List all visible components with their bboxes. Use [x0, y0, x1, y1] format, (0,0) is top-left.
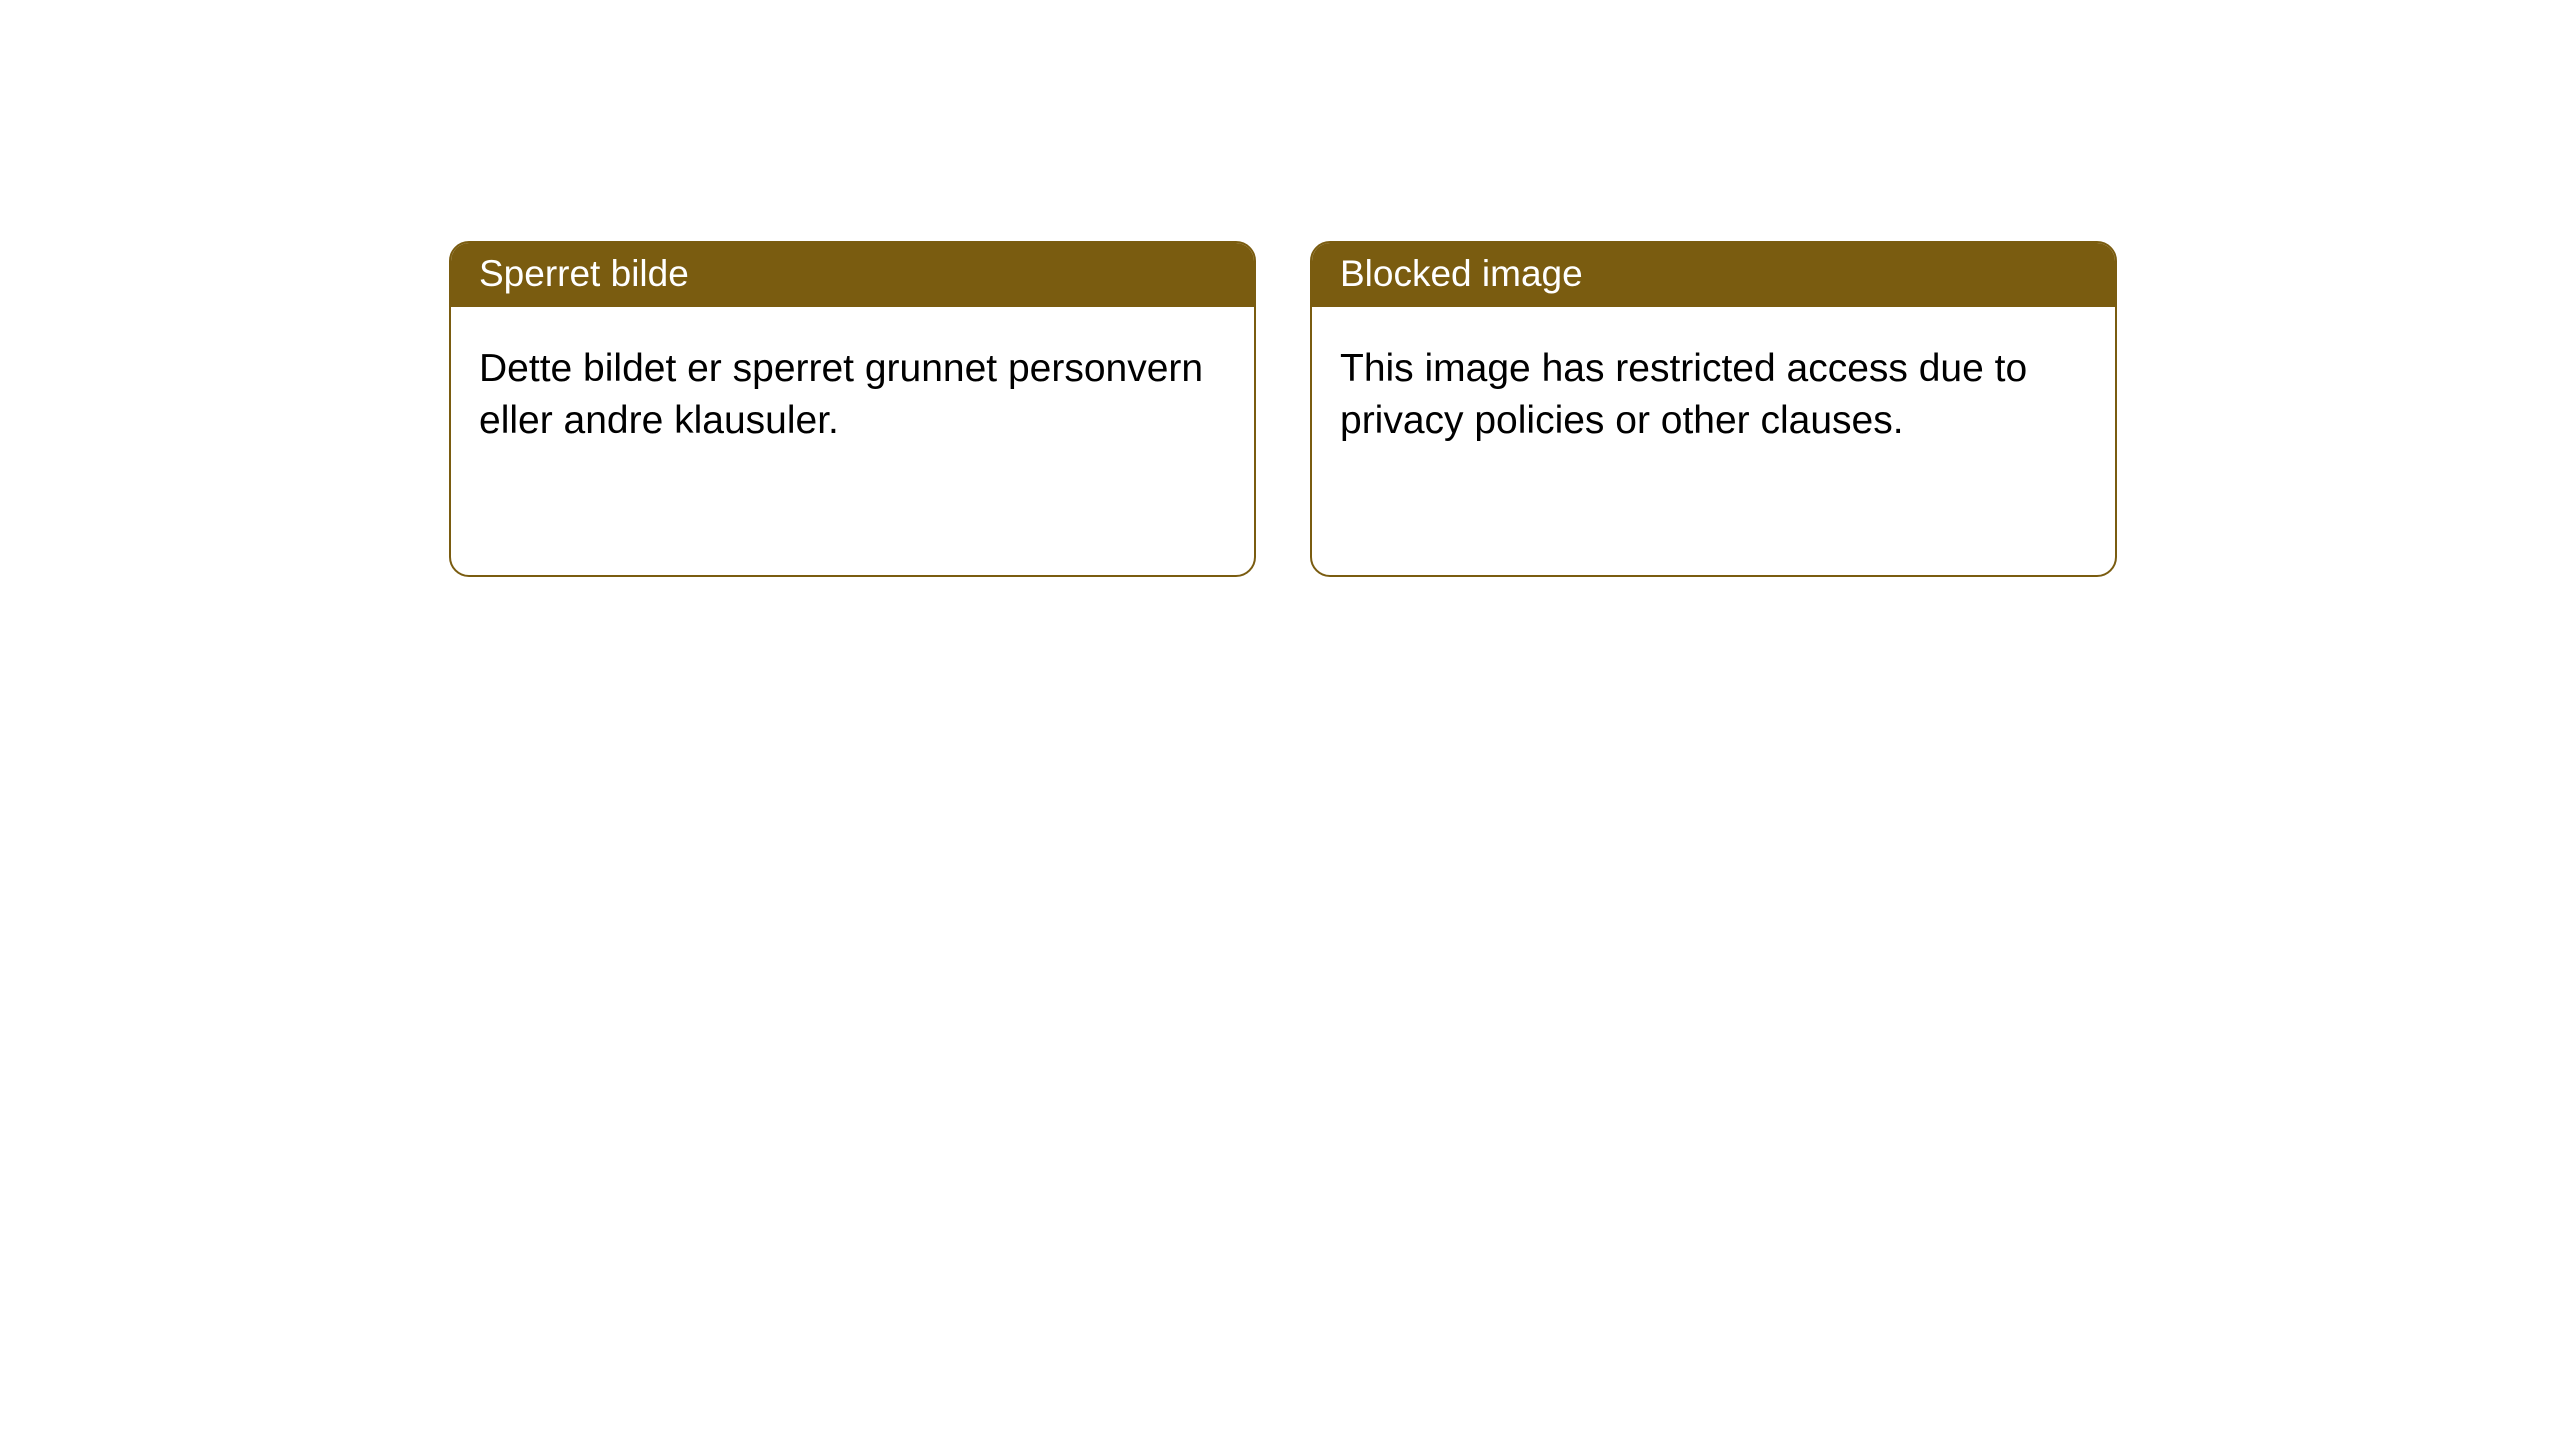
notice-body: This image has restricted access due to …: [1312, 307, 2115, 447]
notice-container: Sperret bilde Dette bildet er sperret gr…: [0, 0, 2560, 577]
notice-title: Blocked image: [1312, 243, 2115, 307]
notice-body: Dette bildet er sperret grunnet personve…: [451, 307, 1254, 447]
notice-title: Sperret bilde: [451, 243, 1254, 307]
notice-card-english: Blocked image This image has restricted …: [1310, 241, 2117, 577]
notice-card-norwegian: Sperret bilde Dette bildet er sperret gr…: [449, 241, 1256, 577]
